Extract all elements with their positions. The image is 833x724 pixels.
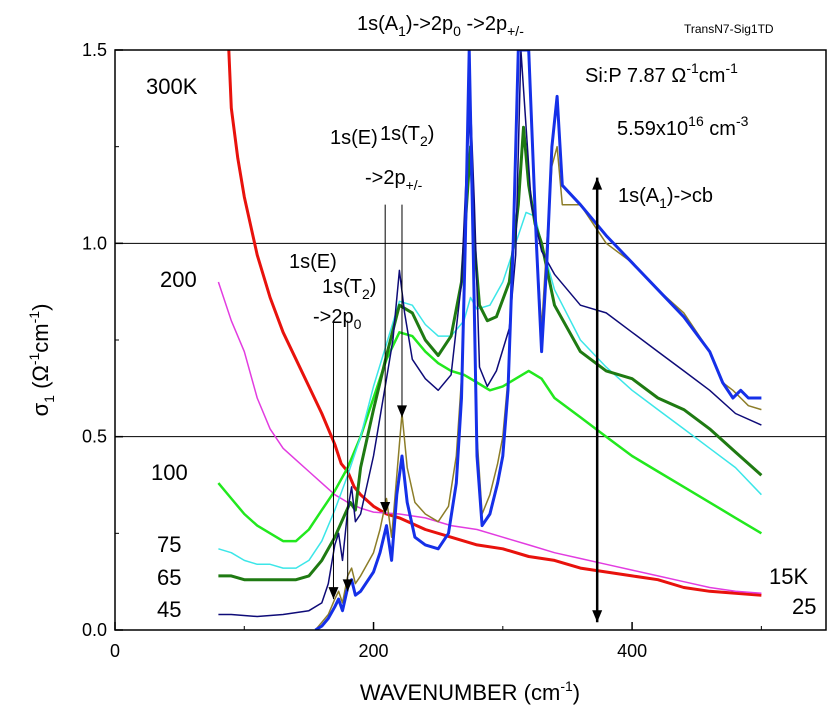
- y-tick-label-3: 1.5: [82, 40, 107, 60]
- series-line-100: [217, 331, 763, 543]
- annotation-1sE-lower: 1s(E): [289, 251, 337, 273]
- series-line-45: [218, 50, 762, 618]
- annotation-2ppm-upper: ->2p+/-: [365, 167, 423, 193]
- y-tick-label-2: 1.0: [82, 233, 107, 253]
- annotation-1sT2-lower: 1s(T2): [322, 276, 376, 302]
- series-label-65: 65: [157, 565, 181, 590]
- series-label-200: 200: [160, 267, 197, 292]
- series-label-300K: 300K: [146, 74, 198, 99]
- sample-conductivity: Si:P 7.87 Ω-1cm-1: [585, 60, 738, 87]
- arrow-1sT2-upper: [396, 204, 407, 418]
- annotation-1sA1-cb: 1s(A1)->cb: [618, 185, 713, 211]
- y-tick-label-0: 0.0: [82, 620, 107, 640]
- y-axis-ticks: 0.0 0.5 1.0 1.5: [82, 40, 123, 640]
- x-tick-label-400: 400: [617, 641, 647, 661]
- arrow-cb-double: [592, 177, 603, 623]
- series-label-25: 25: [792, 594, 816, 619]
- series-line-200: [217, 281, 762, 595]
- annotation-1sA1-2p0: 1s(A1)->2p0 ->2p+/-: [357, 13, 524, 39]
- x-tick-label-0: 0: [110, 641, 120, 661]
- series-lines: [217, 50, 763, 630]
- annotation-1sE-upper: 1s(E): [330, 127, 378, 149]
- annotation-2p0-lower: ->2p0: [313, 306, 362, 332]
- arrow-1sT2-lower: [342, 320, 353, 592]
- series-line-15K: [314, 50, 762, 630]
- annotation-arrows: [328, 177, 603, 623]
- series-label-75: 75: [157, 532, 181, 557]
- arrow-1sE-upper: [380, 204, 391, 514]
- series-line-300K: [227, 50, 762, 597]
- series-label-45: 45: [157, 597, 181, 622]
- x-axis-ticks: 0 200 400: [110, 622, 762, 661]
- series-label-100: 100: [151, 460, 188, 485]
- arrow-1sE-lower: [328, 320, 339, 600]
- annotation-1sT2-upper: 1s(T2): [380, 123, 434, 149]
- gridlines: [115, 242, 826, 438]
- y-axis-title: σ1 (Ω-1cm-1): [26, 304, 57, 417]
- sample-density: 5.59x1016 cm-3: [617, 113, 749, 140]
- x-tick-label-200: 200: [359, 641, 389, 661]
- x-axis-title: WAVENUMBER (cm-1): [360, 678, 580, 705]
- y-tick-label-1: 0.5: [82, 427, 107, 447]
- series-labels: 300K 200 100 75 65 45 15K 25: [146, 74, 816, 622]
- corner-label: TransN7-Sig1TD: [684, 22, 774, 36]
- series-label-15K: 15K: [769, 564, 808, 589]
